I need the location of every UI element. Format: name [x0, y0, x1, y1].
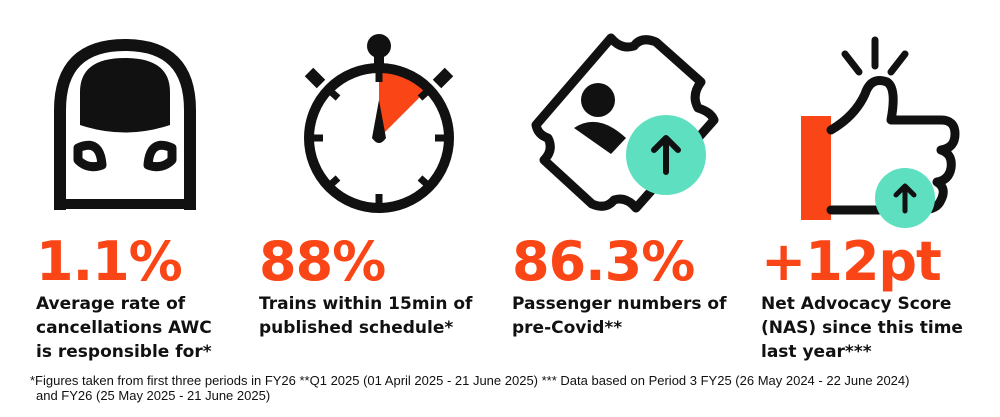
- stat-label: Trains within 15min of published schedul…: [259, 294, 473, 338]
- stat-passenger-numbers: 86.3% Passenger numbers of pre-Covid**: [512, 0, 742, 370]
- stat-label: Net Advocacy Score (NAS) since this time…: [761, 294, 963, 362]
- footnote: *Figures taken from first three periods …: [30, 373, 990, 403]
- stat-value: +12pt: [761, 230, 942, 293]
- stat-label: Passenger numbers of pre-Covid**: [512, 294, 727, 338]
- ticket-passenger-up-icon: [531, 33, 719, 213]
- stat-value: 88%: [259, 230, 386, 293]
- stopwatch-icon: [304, 34, 454, 213]
- footnote-line: *Figures taken from first three periods …: [30, 373, 910, 388]
- train-front-icon: [54, 39, 196, 210]
- footnote-line: and FY26 (25 May 2025 - 21 June 2025): [36, 388, 271, 403]
- stat-value: 86.3%: [512, 230, 695, 293]
- thumbs-up-arrow-icon: [801, 36, 960, 228]
- stat-punctuality: 88% Trains within 15min of published sch…: [259, 0, 489, 370]
- stat-value: 1.1%: [36, 230, 183, 293]
- stat-label: Average rate of cancellations AWC is res…: [36, 294, 212, 362]
- stat-cancellations: 1.1% Average rate of cancellations AWC i…: [36, 0, 266, 370]
- stat-net-advocacy: +12pt Net Advocacy Score (NAS) since thi…: [761, 0, 991, 370]
